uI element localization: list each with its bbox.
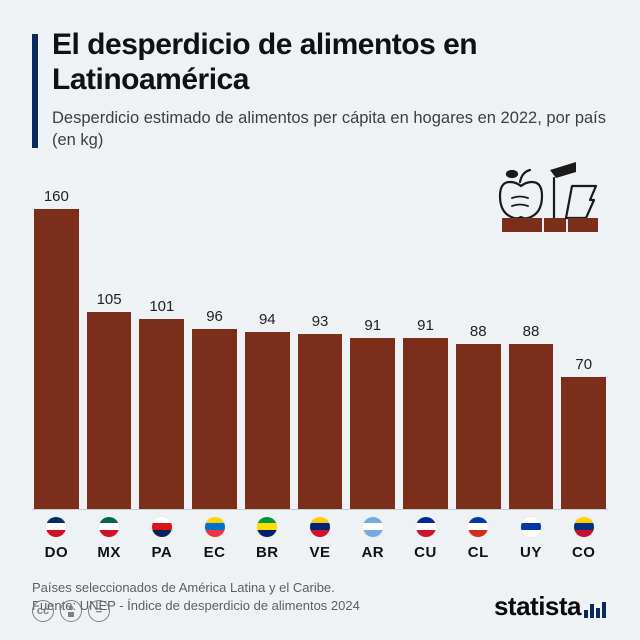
by-icon (60, 600, 82, 622)
flag-icon-ec (204, 516, 226, 538)
bar-value: 88 (470, 323, 487, 340)
bar-col-br: 94 (245, 170, 290, 509)
bar-value: 93 (312, 313, 329, 330)
bar-col-ar: 91 (350, 170, 395, 509)
country-code: CL (468, 544, 489, 561)
country-code: CO (572, 544, 596, 561)
bar-value: 101 (149, 298, 174, 315)
country-code: EC (204, 544, 226, 561)
bar-value: 94 (259, 311, 276, 328)
label-col-ec: EC (192, 516, 237, 561)
chart-area: 160 105 101 96 94 93 91 91 88 88 70 (32, 170, 608, 510)
bar (403, 338, 448, 509)
header-text: El desperdicio de alimentos en Latinoamé… (52, 28, 608, 152)
label-col-ar: AR (350, 516, 395, 561)
license-badges: cc = (32, 600, 110, 622)
bar (245, 332, 290, 508)
nd-icon: = (88, 600, 110, 622)
title-accent-bar (32, 34, 38, 148)
bar-col-ec: 96 (192, 170, 237, 509)
flag-icon-cu (415, 516, 437, 538)
bar (139, 319, 184, 508)
bar (350, 338, 395, 509)
header: El desperdicio de alimentos en Latinoamé… (32, 28, 608, 152)
page-subtitle: Desperdicio estimado de alimentos per cá… (52, 107, 608, 152)
country-code: MX (97, 544, 121, 561)
flag-icon-cl (467, 516, 489, 538)
bar-col-ve: 93 (298, 170, 343, 509)
bar (34, 209, 79, 509)
bar (561, 377, 606, 508)
bar-col-mx: 105 (87, 170, 132, 509)
bar-chart: 160 105 101 96 94 93 91 91 88 88 70 (32, 170, 608, 510)
country-code: VE (310, 544, 331, 561)
bar (456, 344, 501, 509)
bar-col-co: 70 (561, 170, 606, 509)
bar-value: 70 (575, 356, 592, 373)
label-col-do: DO (34, 516, 79, 561)
label-col-cl: CL (456, 516, 501, 561)
flag-icon-co (573, 516, 595, 538)
bar-value: 96 (206, 308, 223, 325)
bar-value: 91 (417, 317, 434, 334)
country-code: BR (256, 544, 279, 561)
bar-value: 88 (523, 323, 540, 340)
x-axis-labels: DO MX PA EC BR VE AR CU CL UY CO (32, 510, 608, 561)
country-code: AR (361, 544, 384, 561)
bar-col-do: 160 (34, 170, 79, 509)
flag-icon-br (256, 516, 278, 538)
bar (87, 312, 132, 509)
country-code: PA (151, 544, 172, 561)
label-col-ve: VE (298, 516, 343, 561)
label-col-cu: CU (403, 516, 448, 561)
brand-bars-icon (584, 602, 608, 618)
bar-col-cl: 88 (456, 170, 501, 509)
bar-value: 105 (97, 291, 122, 308)
brand-text: statista (494, 591, 581, 622)
footer: cc = statista (32, 591, 608, 622)
flag-icon-ve (309, 516, 331, 538)
bar-col-cu: 91 (403, 170, 448, 509)
page-title: El desperdicio de alimentos en Latinoamé… (52, 28, 608, 97)
statista-logo: statista (494, 591, 608, 622)
flag-icon-do (45, 516, 67, 538)
label-col-mx: MX (87, 516, 132, 561)
bar-value: 160 (44, 188, 69, 205)
country-code: UY (520, 544, 542, 561)
flag-icon-uy (520, 516, 542, 538)
flag-icon-pa (151, 516, 173, 538)
label-col-co: CO (561, 516, 606, 561)
bar-value: 91 (364, 317, 381, 334)
bar (298, 334, 343, 508)
flag-icon-mx (98, 516, 120, 538)
bar-col-uy: 88 (509, 170, 554, 509)
flag-icon-ar (362, 516, 384, 538)
cc-icon: cc (32, 600, 54, 622)
bar-col-pa: 101 (139, 170, 184, 509)
label-col-uy: UY (509, 516, 554, 561)
country-code: DO (45, 544, 69, 561)
label-col-br: BR (245, 516, 290, 561)
bar (192, 329, 237, 509)
label-col-pa: PA (139, 516, 184, 561)
country-code: CU (414, 544, 437, 561)
bar (509, 344, 554, 509)
